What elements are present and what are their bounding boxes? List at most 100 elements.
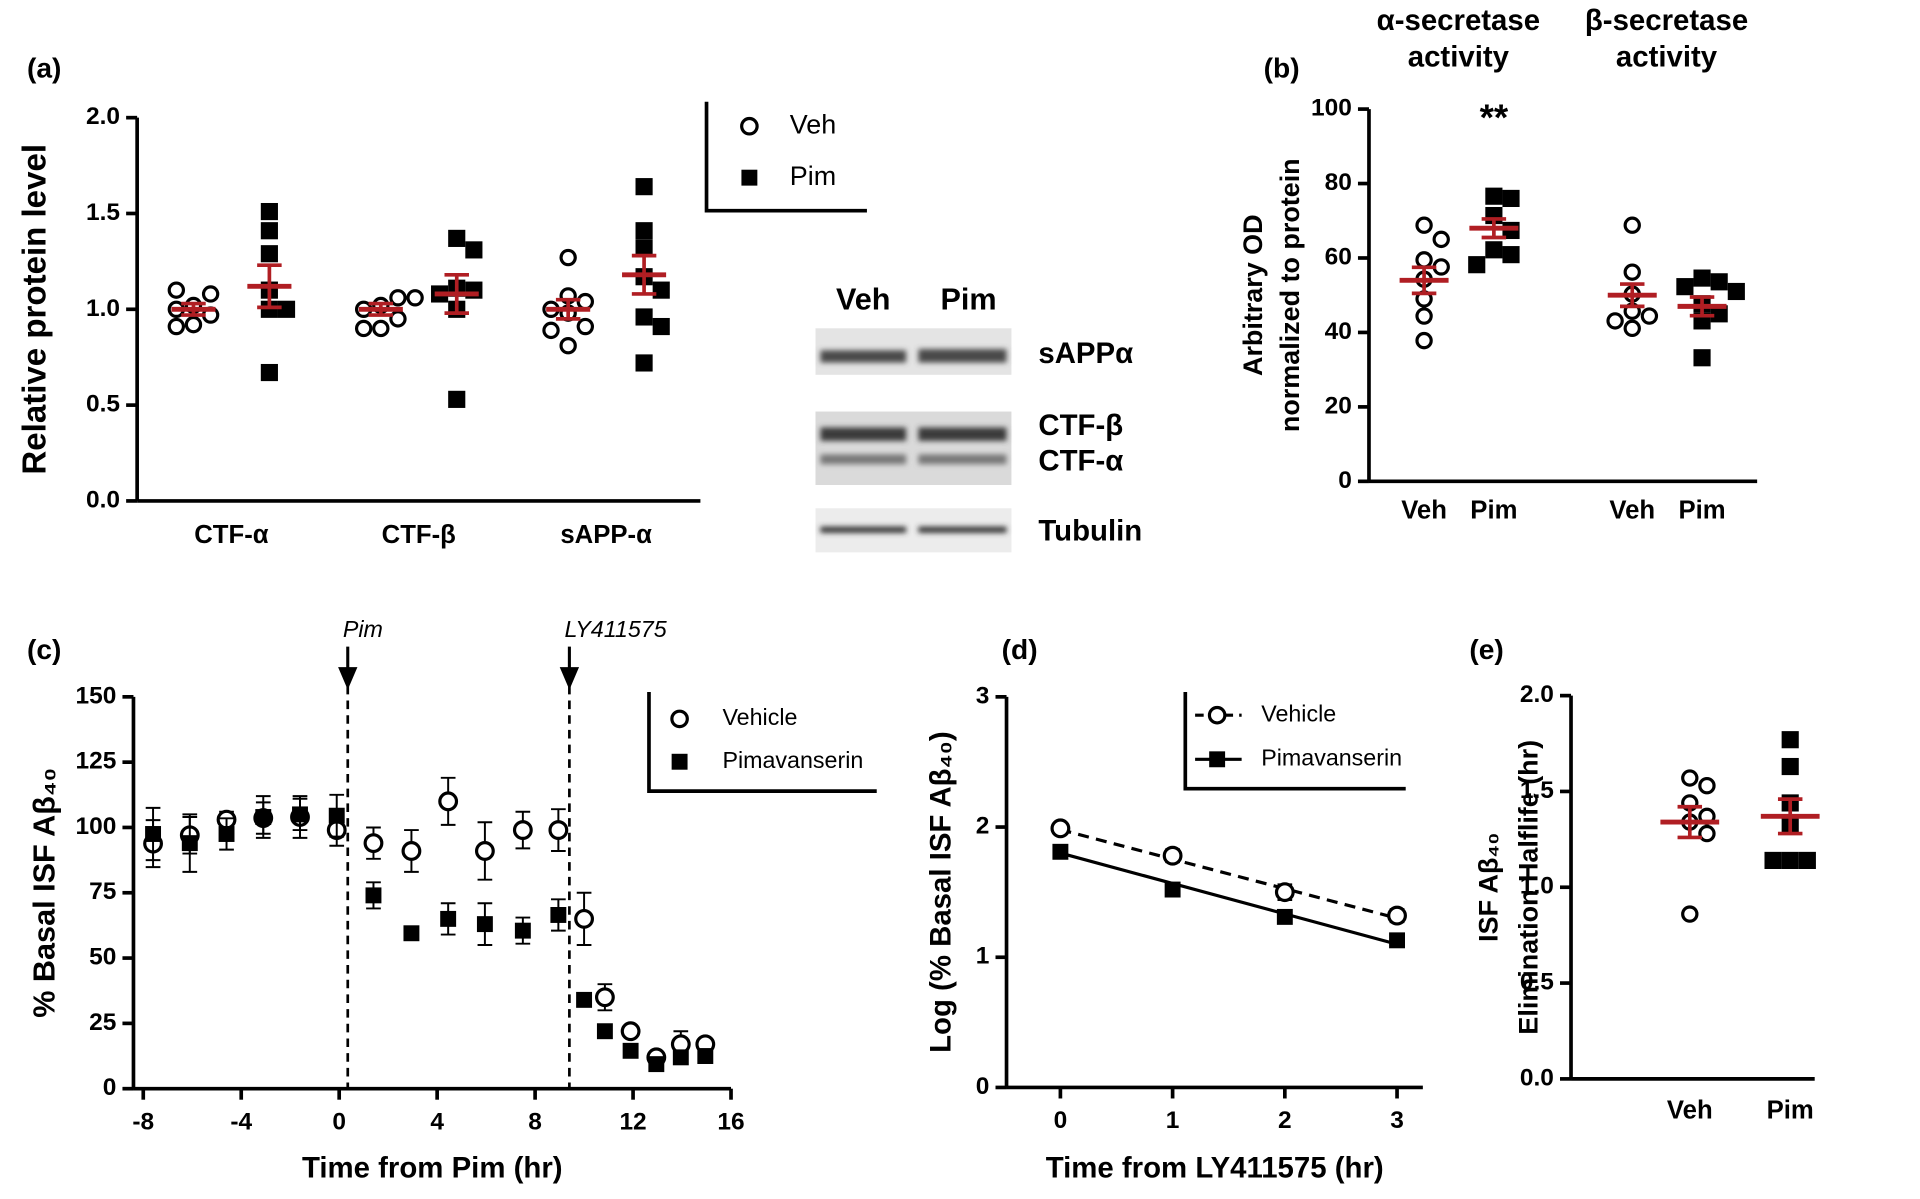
data-point [548, 820, 569, 840]
data-point [1698, 824, 1716, 843]
x-tick-label: sAPP-α [560, 521, 652, 549]
data-point [576, 317, 595, 336]
x-tick-label: 12 [619, 1108, 646, 1135]
event-label: Pim [343, 616, 383, 642]
y-tick-label: 40 [1325, 318, 1352, 345]
panel-label: (d) [1002, 634, 1038, 665]
data-point [465, 241, 483, 259]
y-tick-label: 0.0 [1520, 1064, 1554, 1091]
data-point [448, 390, 466, 408]
data-point [401, 841, 422, 861]
data-point [672, 1049, 689, 1066]
data-point [622, 1042, 639, 1059]
data-point [1415, 251, 1433, 269]
data-point [1485, 241, 1503, 259]
data-point [1606, 312, 1624, 330]
y-tick-label: 50 [89, 944, 116, 971]
data-point [648, 1056, 665, 1073]
y-tick-label: 1.5 [1520, 777, 1554, 804]
y-tick-label: 2.0 [1520, 681, 1554, 708]
x-tick-label: Veh [1609, 497, 1655, 525]
data-point [292, 806, 308, 823]
data-point [1623, 319, 1641, 338]
data-point [476, 916, 493, 933]
event-arrow [559, 646, 580, 690]
data-point [1798, 851, 1816, 869]
y-tick-label: 1.0 [86, 295, 120, 322]
y-tick-label: 1.0 [1520, 873, 1554, 900]
y-axis-label: normalized to protein [1275, 158, 1305, 432]
x-tick-label: CTF-β [382, 521, 456, 549]
data-point [1727, 282, 1745, 301]
data-point [620, 1021, 641, 1042]
blot-band [918, 349, 1007, 363]
data-point [184, 315, 203, 334]
data-point [1764, 851, 1782, 869]
data-point [167, 317, 186, 336]
data-point [260, 222, 278, 240]
data-point [354, 319, 373, 338]
data-point [697, 1048, 714, 1064]
lane-label: Veh [836, 282, 890, 316]
data-point [635, 354, 653, 372]
legend-label: Vehicle [1261, 700, 1336, 726]
x-tick-label: 16 [717, 1108, 744, 1135]
y-axis-label: Log (% Basal ISF Aβ₄₀) [925, 731, 958, 1053]
x-tick-label: 4 [430, 1108, 444, 1135]
data-point [1274, 882, 1295, 903]
data-point [635, 178, 653, 196]
data-point [260, 245, 278, 263]
fit-line [1059, 828, 1398, 920]
data-point [1468, 256, 1486, 274]
data-point [514, 922, 531, 939]
data-point [1052, 843, 1069, 860]
data-point [389, 289, 407, 307]
data-point [1162, 845, 1183, 866]
data-point [389, 310, 407, 328]
x-tick-label: -4 [230, 1108, 252, 1135]
data-point [365, 887, 382, 904]
data-point [1387, 905, 1407, 926]
western-blot: Veh Pim sAPPα CTF-β CTF-α Tubulin [815, 282, 1142, 553]
y-axis-label: % Basal ISF Aβ₄₀ [28, 768, 62, 1018]
legend-label: Pimavanserin [722, 747, 863, 773]
data-point [260, 363, 278, 382]
data-point [167, 281, 186, 299]
legend-label: Veh [790, 109, 836, 139]
data-point [1676, 278, 1694, 296]
band-label: CTF-α [1038, 445, 1123, 478]
data-point [1710, 305, 1728, 323]
lane-label: Pim [941, 282, 997, 316]
data-point [260, 202, 278, 221]
data-point [1623, 263, 1641, 281]
data-point [1781, 731, 1799, 749]
data-point [1276, 908, 1293, 925]
y-tick-label: 25 [89, 1009, 116, 1036]
data-point [594, 987, 615, 1008]
data-point [1693, 269, 1711, 287]
data-point [181, 835, 198, 852]
y-tick-label: 80 [1325, 169, 1352, 196]
blot-band [820, 526, 907, 533]
band-label: CTF-β [1038, 409, 1123, 442]
data-point [260, 300, 278, 318]
blot-band [918, 427, 1007, 441]
data-point [559, 337, 577, 355]
data-point [1502, 246, 1520, 264]
legend-label: Vehicle [722, 704, 797, 730]
legend-label: Pim [790, 161, 836, 191]
data-point [635, 239, 653, 257]
data-point [1050, 818, 1071, 839]
data-point [218, 826, 235, 842]
x-tick-label: 2 [1278, 1107, 1292, 1134]
y-tick-label: 75 [89, 878, 116, 905]
data-point [576, 292, 595, 311]
legend-frame [704, 101, 867, 213]
data-point [255, 809, 272, 825]
legend-marker [671, 753, 688, 770]
y-tick-label: 125 [75, 748, 116, 775]
data-point [1432, 230, 1450, 249]
x-tick-label: 0 [332, 1108, 346, 1135]
data-point [635, 222, 653, 240]
legend-marker [1207, 705, 1227, 725]
